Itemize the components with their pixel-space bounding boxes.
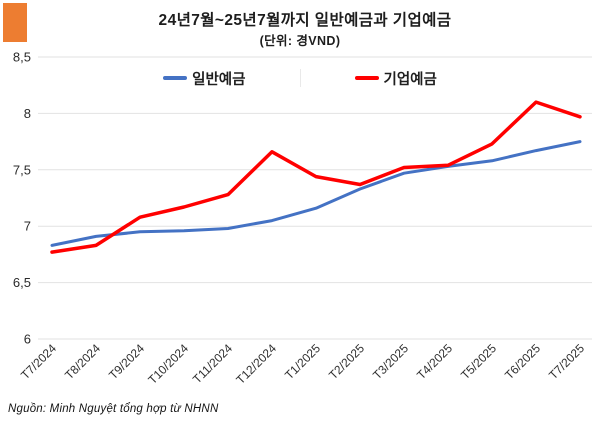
x-tick-label: T12/2024 (233, 341, 279, 387)
y-tick-label: 8,5 (13, 50, 31, 65)
source-note: Nguồn: Minh Nguyệt tổng hợp từ NHNN (8, 403, 219, 415)
legend-label: 일반예금 (192, 71, 246, 88)
legend-item-general-deposits: 일반예금 (163, 68, 246, 89)
x-tick-label: T6/2025 (502, 341, 543, 382)
legend-line-swatch (163, 76, 188, 80)
accent-block (3, 3, 27, 42)
y-tick-label: 7 (24, 219, 31, 234)
general-deposits-line (50, 140, 582, 247)
y-tick-label: 7,5 (13, 162, 31, 177)
y-tick-label: 8 (24, 106, 31, 121)
x-tick-label: T8/2024 (62, 341, 103, 382)
x-tick-label: T7/2025 (546, 341, 587, 382)
chart-legend: 일반예금 기업예금 (0, 67, 600, 89)
chart-subtitle: (단위: 경VND) (259, 34, 341, 48)
legend-divider (299, 69, 301, 87)
corporate-deposits-line (50, 100, 582, 254)
x-tick-label: T9/2024 (106, 341, 147, 382)
legend-item-corporate-deposits: 기업예금 (354, 68, 437, 89)
x-tick-label: T11/2024 (190, 341, 235, 386)
legend-label: 기업예금 (383, 71, 437, 88)
x-tick-label: T1/2025 (282, 341, 323, 382)
x-tick-label: T5/2025 (458, 341, 499, 382)
x-tick-label: T10/2024 (145, 341, 191, 387)
chart-title: 24년7월~25년7월까지 일반예금과 기업예금 (158, 12, 452, 29)
x-tick-label: T3/2025 (370, 341, 411, 382)
y-tick-label: 6 (24, 332, 31, 347)
x-tick-label: T4/2025 (414, 341, 455, 382)
x-tick-label: T2/2025 (326, 341, 367, 382)
legend-line-swatch (354, 76, 379, 80)
x-tick-label: T7/2024 (18, 341, 59, 382)
y-tick-label: 6,5 (13, 275, 31, 290)
